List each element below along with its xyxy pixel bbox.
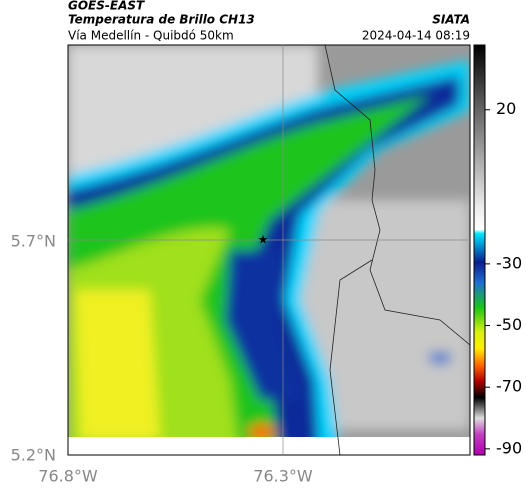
colorbar-tick-label: -70	[496, 377, 522, 396]
satellite-image	[68, 45, 470, 455]
city-marker: ★	[258, 233, 269, 247]
subtitle: Vía Medellín - Quibdó 50km	[68, 29, 234, 43]
agency: SIATA	[432, 13, 470, 27]
source: GOES-EAST	[68, 0, 145, 13]
colorbar-tick-label: -50	[496, 315, 522, 334]
lat-label: 5.7°N	[11, 232, 56, 251]
colorbar-tick-label: -30	[496, 253, 522, 272]
timestamp: 2024-04-14 08:19	[362, 29, 470, 43]
colorbar	[473, 44, 486, 456]
lon-label: 76.8°W	[38, 467, 98, 486]
lat-label: 5.2°N	[11, 446, 56, 465]
lon-label: 76.3°W	[253, 467, 313, 486]
colorbar-tick-label: -90	[496, 438, 522, 457]
title: Temperatura de Brillo CH13	[68, 13, 255, 27]
colorbar-tick-label: 20	[496, 99, 516, 118]
map-frame	[67, 44, 471, 456]
